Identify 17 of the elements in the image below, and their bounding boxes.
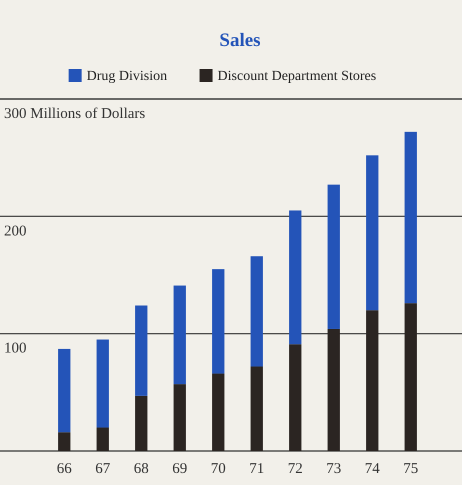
x-tick-label: 71 [249,461,264,477]
legend-label: Discount Department Stores [218,69,376,84]
legend-label: Drug Division [86,69,168,84]
x-tick-label: 70 [210,461,226,477]
y-tick-label: 200 [4,223,26,240]
x-tick-label: 74 [364,461,380,477]
x-tick-label: 69 [172,461,188,477]
x-tick-label: 72 [288,461,303,477]
x-tick-label: 75 [403,461,418,477]
y-axis-title: Millions of Dollars [26,106,146,122]
x-tick-label: 68 [134,461,149,477]
y-tick-label: 300 [4,106,26,122]
x-tick-label: 66 [56,461,72,477]
y-tick-label: 100 [4,340,26,357]
x-tick-label: 67 [95,461,111,477]
chart-title: Sales [219,30,261,51]
x-tick-label: 73 [326,461,342,477]
